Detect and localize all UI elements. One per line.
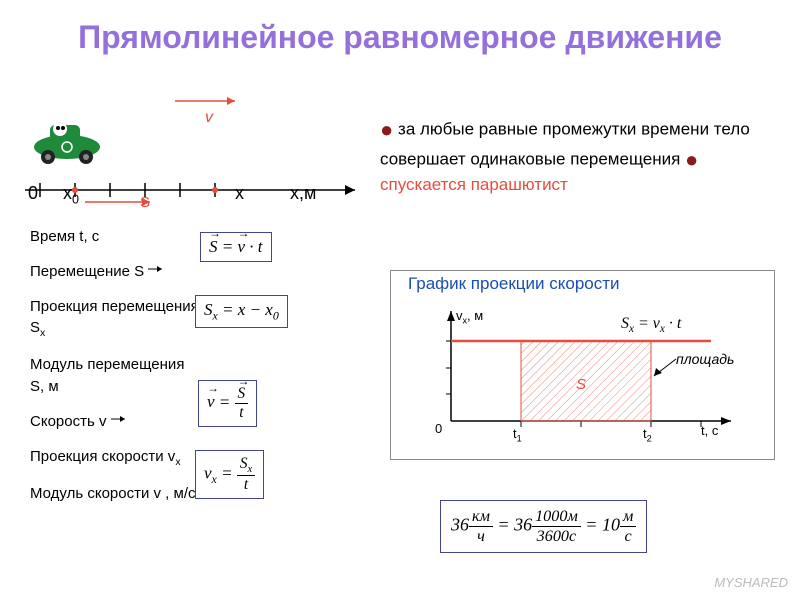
graph-sx-formula: Sx = vx · t xyxy=(621,315,681,335)
term-time: Время t, с xyxy=(30,226,200,248)
term-proj-v: Проекция скорости vx xyxy=(30,446,200,470)
graph-origin: 0 xyxy=(435,421,442,436)
formula-vx: vx = Sxt xyxy=(195,450,264,499)
definition-text: ● за любые равные промежутки времени тел… xyxy=(380,115,780,197)
graph-area-label: площадь xyxy=(676,351,734,367)
formula-v-vec: v = St xyxy=(198,380,257,427)
term-mod-v: Модуль скорости v , м/с xyxy=(30,483,200,505)
terms-list: Время t, с Перемещение S Проекция переме… xyxy=(30,226,200,518)
formula-s-vec: S = v · t xyxy=(200,232,272,262)
graph-xlabel: t, с xyxy=(701,423,718,438)
axis-zero: 0 xyxy=(28,183,38,204)
axis-x0: х0 xyxy=(63,183,79,207)
page-title: Прямолинейное равномерное движение xyxy=(0,0,800,56)
unit-conversion: 36кмч = 361000м3600с = 10мс xyxy=(440,500,647,553)
car-illustration xyxy=(30,115,105,170)
term-velocity: Скорость v xyxy=(30,411,200,433)
term-mod-s: Модуль перемещения S, м xyxy=(30,354,200,398)
velocity-graph: vx, м t, с 0 t1 t2 S площадь Sx = vx · t xyxy=(390,270,775,460)
graph-title: График проекции скорости xyxy=(408,274,620,294)
watermark: MYSHARED xyxy=(714,575,788,590)
graph-ylabel: vx, м xyxy=(456,308,483,326)
term-proj-s: Проекция перемещения Sx xyxy=(30,296,200,342)
term-displacement: Перемещение S xyxy=(30,261,200,283)
velocity-vector-label: v xyxy=(180,105,188,123)
graph-s-label: S xyxy=(576,376,586,393)
graph-t2: t2 xyxy=(643,426,652,444)
axis-xm: х,м xyxy=(290,183,316,204)
axis-x: х xyxy=(235,183,244,204)
graph-t1: t1 xyxy=(513,426,522,444)
formula-sx: Sx = x − x0 xyxy=(195,295,288,328)
s-arrow-label: S xyxy=(140,194,150,211)
